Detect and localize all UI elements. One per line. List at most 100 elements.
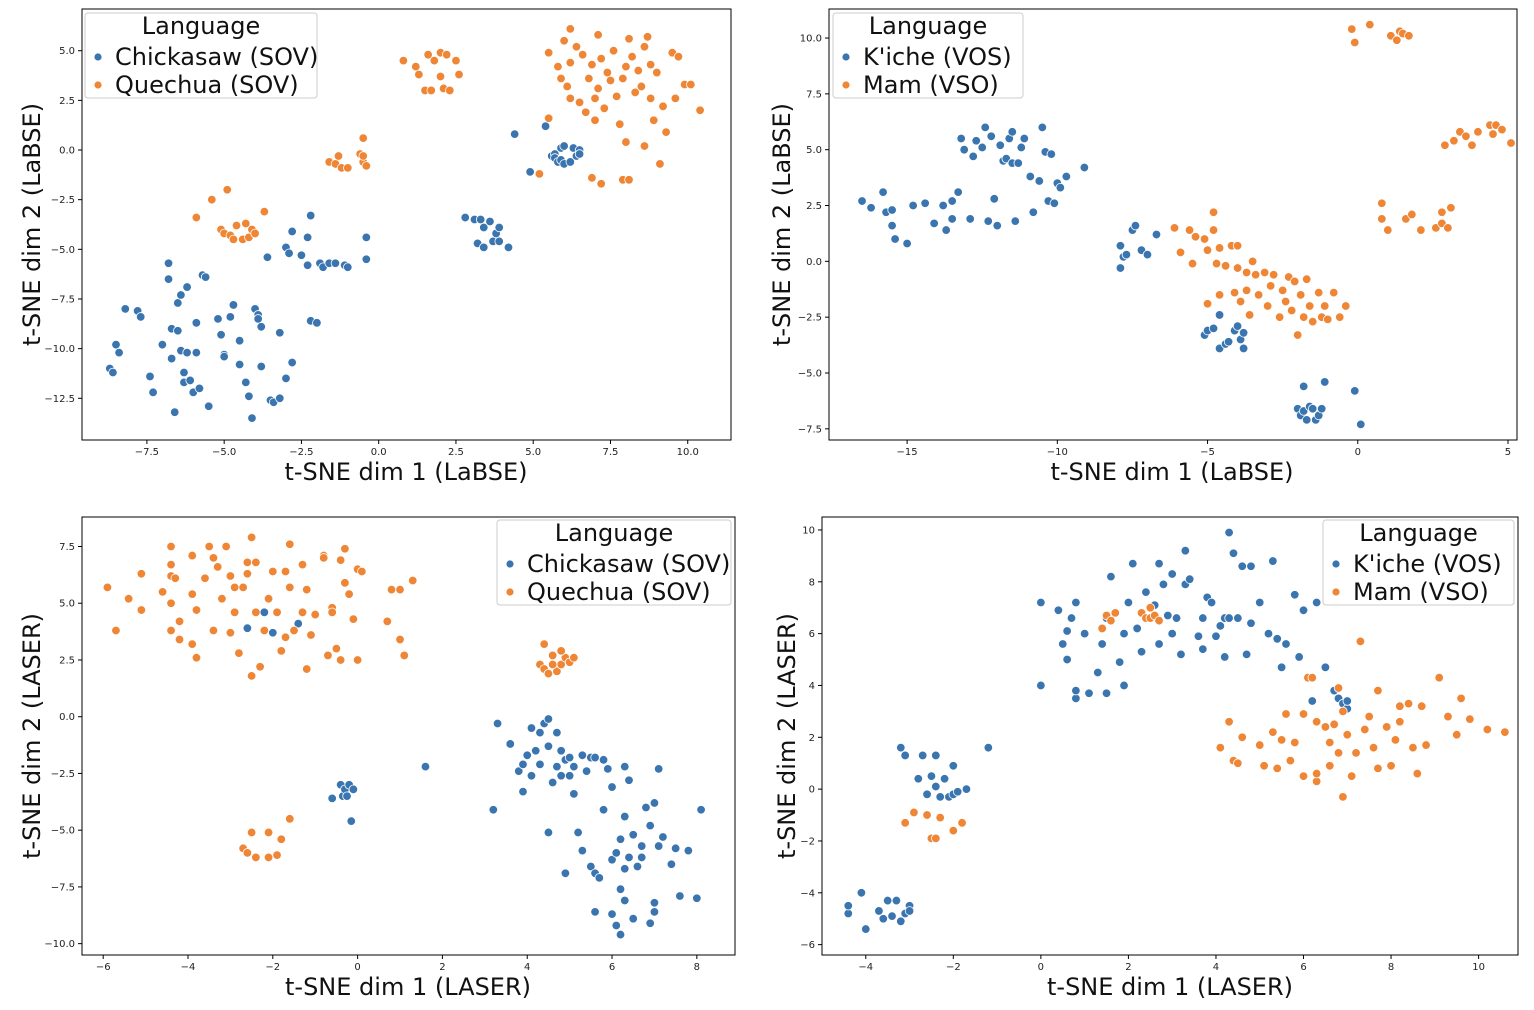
data-point <box>1373 763 1383 774</box>
data-point <box>398 55 409 66</box>
data-point <box>1277 285 1288 296</box>
data-point <box>225 312 236 322</box>
data-point <box>208 625 219 636</box>
data-point <box>1071 685 1081 696</box>
data-point <box>1237 561 1247 571</box>
data-point <box>242 557 253 568</box>
data-point <box>1199 234 1210 244</box>
data-point <box>590 115 600 125</box>
x-tick-label: −10 <box>1047 447 1068 458</box>
data-point <box>992 220 1002 231</box>
data-point <box>1215 621 1226 631</box>
data-point <box>615 929 626 940</box>
data-point <box>983 216 993 226</box>
x-tick-label: 8 <box>1388 962 1394 973</box>
legend-entry: Chickasaw (SOV) <box>115 43 318 71</box>
legend-marker <box>93 80 103 90</box>
x-tick-label: −6 <box>96 962 111 973</box>
data-point <box>874 906 884 916</box>
data-point <box>395 634 405 645</box>
legend: Language K'iche (VOS)Mam (VSO) <box>832 12 1024 99</box>
data-point <box>518 786 528 797</box>
x-tick-label: 0 <box>1355 447 1361 458</box>
data-point <box>935 812 945 823</box>
data-point <box>305 210 316 221</box>
data-point <box>287 226 297 237</box>
data-point <box>1167 628 1177 639</box>
data-point <box>1224 717 1234 727</box>
data-point <box>285 582 295 593</box>
data-point <box>586 861 596 872</box>
data-point <box>1049 198 1060 208</box>
data-point <box>540 121 551 131</box>
data-point <box>1333 683 1344 693</box>
data-point <box>565 24 575 34</box>
data-point <box>593 83 603 94</box>
data-point <box>1106 571 1116 582</box>
data-point <box>1184 225 1195 235</box>
data-point <box>1268 556 1278 566</box>
data-point <box>1145 603 1156 613</box>
data-point <box>931 781 941 792</box>
legend-entry: K'iche (VOS) <box>1353 550 1502 578</box>
data-point <box>902 238 912 249</box>
data-point <box>185 375 195 386</box>
data-point <box>696 805 706 815</box>
data-point <box>577 845 588 856</box>
data-point <box>297 559 308 570</box>
data-point <box>1280 296 1291 307</box>
y-tick-label: 7.5 <box>806 89 822 100</box>
data-point <box>1259 761 1269 771</box>
legend-title: Language <box>1359 519 1477 547</box>
data-point <box>1046 149 1057 159</box>
data-point <box>920 198 930 208</box>
data-point <box>1238 328 1249 338</box>
data-point <box>454 69 464 80</box>
data-point <box>1307 696 1317 706</box>
data-point <box>1364 711 1374 722</box>
data-point <box>1132 623 1142 634</box>
data-point <box>1119 680 1129 691</box>
data-point <box>941 225 951 235</box>
data-point <box>179 367 189 378</box>
data-point <box>1241 267 1252 278</box>
data-point <box>445 85 455 96</box>
data-point <box>1276 662 1287 673</box>
data-point <box>1286 305 1297 316</box>
legend-box <box>496 519 732 606</box>
data-point <box>922 810 932 820</box>
data-point <box>222 185 232 195</box>
legend: Language Chickasaw (SOV)Quechua (SOV) <box>496 519 732 606</box>
data-point <box>887 220 897 231</box>
data-point <box>259 625 270 636</box>
data-point <box>352 655 363 665</box>
data-point <box>219 351 229 362</box>
data-point <box>494 236 504 247</box>
data-point <box>1335 312 1345 322</box>
data-point <box>1356 419 1366 430</box>
data-point <box>505 739 515 749</box>
data-point <box>526 771 537 781</box>
data-point <box>1223 337 1234 347</box>
data-point <box>577 750 588 760</box>
data-point <box>1066 613 1077 623</box>
data-point <box>900 750 910 761</box>
data-point <box>628 830 638 840</box>
x-tick-label: 5 <box>1505 447 1511 458</box>
y-tick-label: 8 <box>809 577 815 588</box>
data-point <box>1235 296 1246 307</box>
data-point <box>569 789 579 799</box>
data-point <box>1190 232 1201 242</box>
data-point <box>1276 735 1287 745</box>
y-tick-label: −2.5 <box>51 769 75 780</box>
legend-box <box>832 12 1024 99</box>
data-point <box>213 314 223 324</box>
data-point <box>581 766 592 776</box>
data-point <box>1383 225 1393 235</box>
data-point <box>556 73 566 84</box>
data-point <box>361 232 372 243</box>
data-point <box>1097 639 1107 649</box>
data-point <box>539 639 549 649</box>
data-point <box>1325 761 1335 771</box>
data-point <box>543 47 554 58</box>
